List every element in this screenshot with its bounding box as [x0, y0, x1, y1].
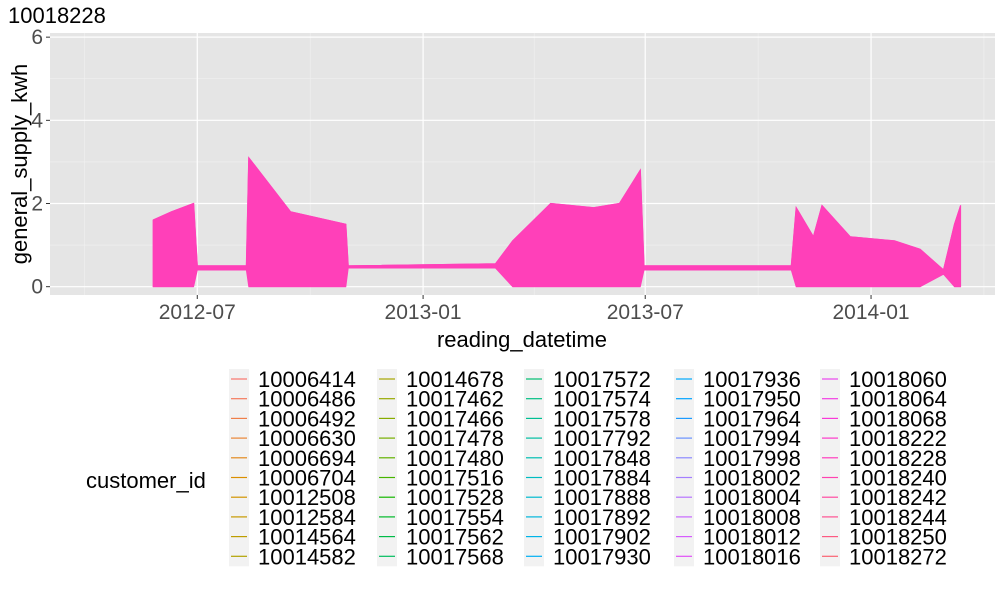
legend-label: 10006630: [258, 426, 356, 451]
legend-label: 10017574: [553, 387, 651, 412]
legend-title: customer_id: [86, 468, 206, 493]
legend-label: 10017884: [553, 466, 651, 491]
legend-label: 10018002: [703, 466, 801, 491]
legend-label: 10014582: [258, 544, 356, 569]
legend-label: 10017562: [406, 525, 504, 550]
legend-label: 10018008: [703, 505, 801, 530]
legend-label: 10017930: [553, 544, 651, 569]
legend-label: 10017994: [703, 426, 801, 451]
legend-label: 10006414: [258, 367, 356, 392]
legend-label: 10018240: [849, 466, 947, 491]
legend-label: 10018250: [849, 525, 947, 550]
legend-label: 10017516: [406, 466, 504, 491]
y-tick-label: 6: [31, 26, 43, 49]
legend-label: 10006486: [258, 387, 356, 412]
y-tick-label: 4: [31, 109, 43, 132]
legend-label: 10017480: [406, 446, 504, 471]
legend-label: 10017554: [406, 505, 504, 530]
legend-label: 10018242: [849, 485, 947, 510]
chart-title: 10018228: [8, 3, 106, 28]
legend-label: 10017466: [406, 406, 504, 431]
legend-label: 10017950: [703, 387, 801, 412]
legend-label: 10017998: [703, 446, 801, 471]
legend-label: 10018064: [849, 387, 947, 412]
legend-label: 10018060: [849, 367, 947, 392]
x-tick-label: 2013-01: [385, 301, 462, 324]
legend-label: 10017936: [703, 367, 801, 392]
legend-label: 10017888: [553, 485, 651, 510]
legend-label: 10017792: [553, 426, 651, 451]
x-tick-label: 2013-07: [607, 301, 684, 324]
series-layer: [152, 156, 962, 288]
y-tick-label: 0: [31, 276, 43, 299]
x-tick-label: 2012-07: [159, 301, 236, 324]
legend-label: 10017462: [406, 387, 504, 412]
y-tick-label: 2: [31, 193, 43, 216]
legend-label: 10017578: [553, 406, 651, 431]
legend-label: 10006694: [258, 446, 356, 471]
x-tick-label: 2014-01: [833, 301, 910, 324]
legend-label: 10017568: [406, 544, 504, 569]
legend-label: 10006492: [258, 406, 356, 431]
legend: customer_id 1000641410006486100064921000…: [86, 367, 947, 569]
legend-label: 10017528: [406, 485, 504, 510]
legend-label: 10012584: [258, 505, 356, 530]
legend-label: 10017848: [553, 446, 651, 471]
legend-label: 10017902: [553, 525, 651, 550]
legend-label: 10018228: [849, 446, 947, 471]
grid-major: [50, 33, 995, 295]
legend-label: 10006704: [258, 466, 356, 491]
legend-label: 10017964: [703, 406, 801, 431]
legend-label: 10017478: [406, 426, 504, 451]
legend-label: 10018012: [703, 525, 801, 550]
legend-label: 10018222: [849, 426, 947, 451]
legend-label: 10014564: [258, 525, 356, 550]
legend-label: 10018016: [703, 544, 801, 569]
legend-label: 10012508: [258, 485, 356, 510]
legend-entries: 1000641410006486100064921000663010006694…: [229, 367, 947, 569]
legend-label: 10018068: [849, 406, 947, 431]
legend-label: 10018272: [849, 544, 947, 569]
y-axis: 0 2 4 6: [31, 26, 50, 299]
legend-label: 10014678: [406, 367, 504, 392]
legend-label: 10017572: [553, 367, 651, 392]
legend-label: 10018244: [849, 505, 947, 530]
x-axis: 2012-07 2013-01 2013-07 2014-01: [159, 295, 910, 324]
legend-label: 10018004: [703, 485, 801, 510]
legend-label: 10017892: [553, 505, 651, 530]
series-line: [152, 156, 962, 272]
x-axis-title: reading_datetime: [437, 327, 607, 352]
y-axis-title: general_supply_kwh: [7, 64, 32, 265]
